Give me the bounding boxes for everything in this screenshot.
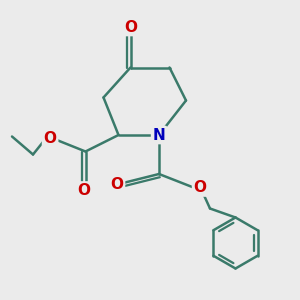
- Text: O: O: [194, 180, 207, 195]
- Text: O: O: [110, 177, 124, 192]
- Text: O: O: [77, 183, 91, 198]
- Text: N: N: [153, 128, 165, 142]
- Text: O: O: [124, 20, 137, 34]
- Text: O: O: [44, 130, 57, 146]
